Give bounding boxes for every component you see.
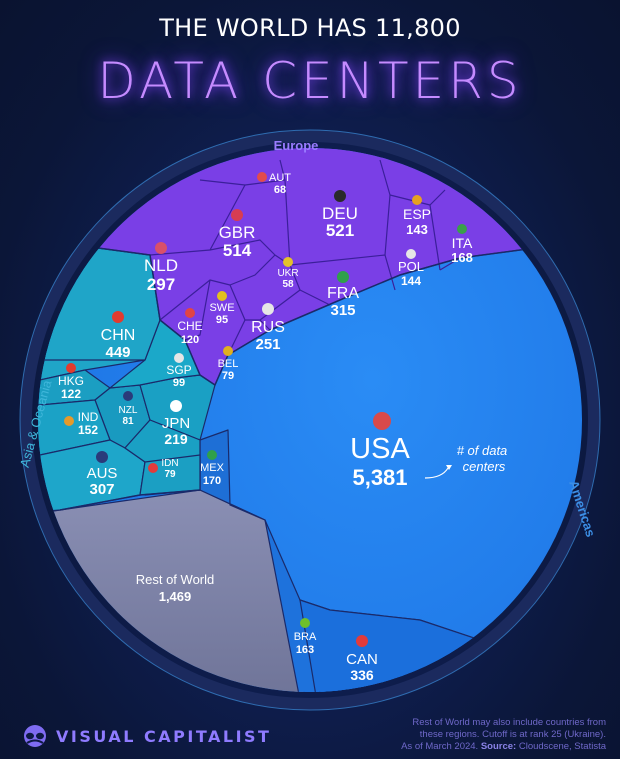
label-bel-code: BEL: [218, 358, 239, 370]
label-row-code: Rest of World: [136, 572, 215, 587]
country-labels: AUT 68 GBR 514 DEU 521 ESP 143 ITA 168 N…: [58, 172, 473, 683]
label-pol-value: 144: [401, 274, 421, 288]
label-fra-value: 315: [330, 302, 355, 319]
label-usa-value: 5,381: [352, 465, 407, 490]
label-pol-code: POL: [398, 259, 424, 274]
flag-pol-icon: [406, 249, 416, 259]
label-nld-code: NLD: [144, 256, 178, 275]
label-swe-value: 95: [216, 314, 228, 326]
label-mex-code: MEX: [200, 462, 225, 474]
footnote: Rest of World may also include countries…: [346, 717, 606, 753]
flag-rus-icon: [262, 303, 274, 315]
label-ita-code: ITA: [452, 235, 473, 251]
label-mex-value: 170: [203, 475, 221, 487]
footnote-line2: these regions. Cutoff is at rank 25 (Ukr…: [419, 729, 606, 740]
flag-nzl-icon: [123, 391, 133, 401]
label-aus-value: 307: [89, 481, 114, 498]
source-label: Source:: [480, 741, 517, 752]
flag-gbr-icon: [231, 209, 243, 221]
label-bra-value: 163: [296, 644, 314, 656]
label-idn-value: 79: [164, 469, 176, 480]
brand-logo: VISUAL CAPITALIST: [22, 724, 271, 748]
flag-jpn-icon: [170, 400, 182, 412]
label-sgp-code: SGP: [166, 363, 191, 377]
label-aut-value: 68: [274, 184, 286, 196]
footnote-line1: Rest of World may also include countries…: [412, 717, 606, 728]
flag-esp-icon: [412, 195, 422, 205]
flag-idn-icon: [148, 463, 158, 473]
label-fra-code: FRA: [327, 285, 359, 302]
chart-subtitle: THE WORLD HAS 11,800: [159, 14, 461, 42]
flag-ita-icon: [457, 224, 467, 234]
flag-sgp-icon: [174, 353, 184, 363]
brand-wordmark: VISUAL CAPITALIST: [56, 726, 272, 746]
footnote-date: As of March 2024.: [401, 741, 479, 752]
label-usa-code: USA: [350, 433, 410, 465]
flag-mex-icon: [207, 450, 217, 460]
flag-bra-icon: [300, 618, 310, 628]
flag-usa-icon: [373, 412, 391, 430]
flag-fra-icon: [337, 271, 349, 283]
label-ukr-value: 58: [282, 279, 294, 290]
label-ind-code: IND: [78, 410, 99, 424]
label-ind-value: 152: [78, 423, 98, 437]
flag-swe-icon: [217, 291, 227, 301]
label-deu-value: 521: [326, 221, 354, 240]
label-chn-value: 449: [105, 344, 130, 361]
label-idn-code: IDN: [161, 458, 178, 469]
label-swe-code: SWE: [209, 302, 234, 314]
chart-title: DATA CENTERS: [97, 52, 523, 110]
label-rus-code: RUS: [251, 319, 285, 336]
label-chn-code: CHN: [101, 327, 136, 344]
label-jpn-value: 219: [164, 431, 188, 447]
label-gbr-value: 514: [223, 241, 252, 260]
flag-bel-icon: [223, 346, 233, 356]
label-che-value: 120: [181, 334, 199, 346]
flag-hkg-icon: [66, 363, 76, 373]
footnote-line3: As of March 2024. Source: Cloudscene, St…: [346, 741, 606, 753]
annotation-line1: # of data: [457, 443, 508, 458]
label-row-value: 1,469: [159, 589, 192, 604]
label-nzl-code: NZL: [119, 405, 138, 416]
flag-deu-icon: [334, 190, 346, 202]
outer-ring: [20, 130, 600, 710]
label-esp-value: 143: [406, 222, 428, 237]
label-hkg-value: 122: [61, 387, 81, 401]
region-label-europe: Europe: [274, 138, 319, 153]
flag-aus-icon: [96, 451, 108, 463]
annotation-line2: centers: [463, 459, 506, 474]
label-aus-code: AUS: [87, 465, 118, 482]
label-nld-value: 297: [147, 275, 175, 294]
flag-che-icon: [185, 308, 195, 318]
label-can-code: CAN: [346, 651, 378, 668]
flag-ukr-icon: [283, 257, 293, 267]
flag-ind-icon: [64, 416, 74, 426]
flag-nld-icon: [155, 242, 167, 254]
label-esp-code: ESP: [403, 206, 431, 222]
label-sgp-value: 99: [173, 377, 185, 389]
flag-can-icon: [356, 635, 368, 647]
label-rus-value: 251: [255, 336, 280, 353]
label-gbr-code: GBR: [219, 223, 256, 242]
label-che-code: CHE: [177, 319, 202, 333]
label-ita-value: 168: [451, 250, 473, 265]
label-jpn-code: JPN: [162, 415, 190, 432]
flag-aut-icon: [257, 172, 267, 182]
label-deu-code: DEU: [322, 204, 358, 223]
flag-icons: [64, 172, 467, 647]
visual-capitalist-logo-icon: [24, 725, 46, 747]
label-ukr-code: UKR: [277, 268, 298, 279]
label-nzl-value: 81: [122, 416, 134, 427]
label-aut-code: AUT: [269, 172, 291, 184]
label-hkg-code: HKG: [58, 374, 84, 388]
annotation-arrow-icon: [424, 467, 449, 479]
source-value: Cloudscene, Statista: [518, 741, 606, 752]
label-bra-code: BRA: [294, 631, 317, 643]
flag-chn-icon: [112, 311, 124, 323]
label-can-value: 336: [350, 667, 374, 683]
label-bel-value: 79: [222, 370, 234, 382]
